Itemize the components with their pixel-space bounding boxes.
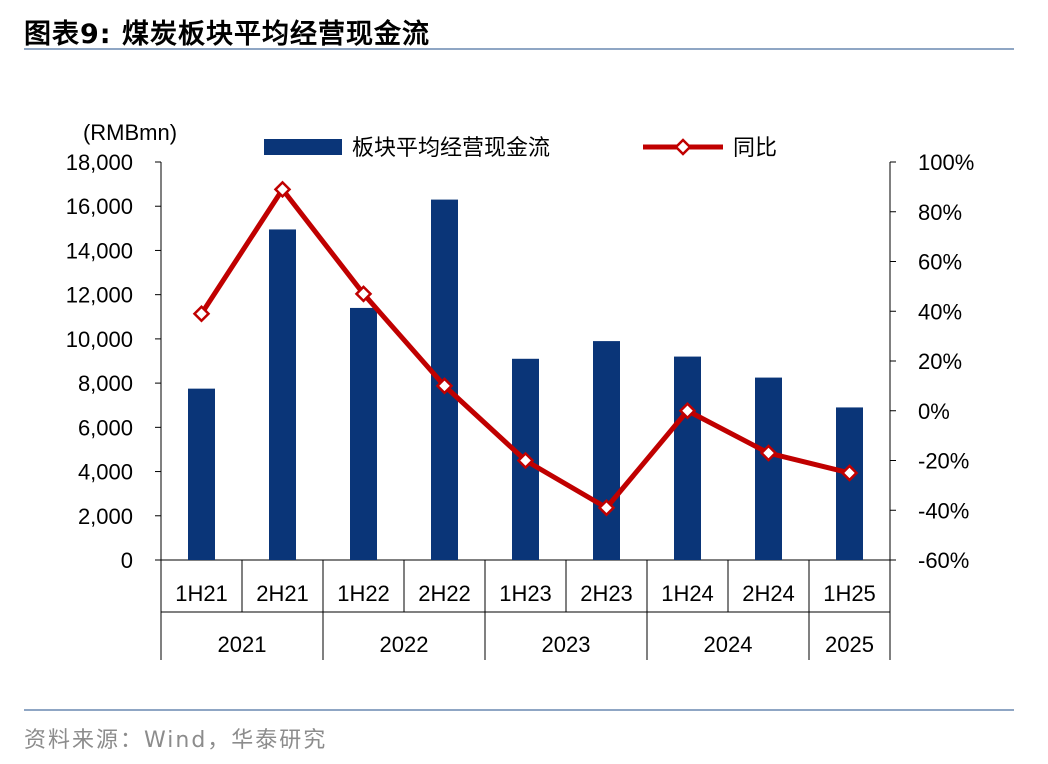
bar — [755, 377, 782, 560]
legend-bar-label: 板块平均经营现金流 — [352, 135, 550, 160]
yoy-marker — [516, 451, 535, 470]
top-rule — [24, 48, 1014, 50]
yoy-marker — [840, 464, 859, 482]
y-left-tick-label: 4,000 — [78, 460, 133, 485]
x-tick-label: 2H23 — [580, 581, 633, 606]
bar — [350, 307, 377, 560]
bar — [188, 388, 215, 560]
y-right-tick-label: 40% — [918, 299, 962, 324]
y-left-tick-label: 14,000 — [66, 238, 133, 263]
year-group-label: 2023 — [542, 632, 591, 657]
y-left-tick-label: 16,000 — [66, 194, 133, 219]
y-right-tick-label: 60% — [918, 250, 962, 275]
yoy-marker — [597, 498, 616, 517]
y-right-tick-label: 0% — [918, 399, 950, 424]
yoy-marker — [678, 401, 697, 420]
y-left-tick-label: 6,000 — [78, 415, 133, 440]
x-tick-label: 1H25 — [823, 581, 876, 606]
y-right-tick-label: 100% — [918, 150, 974, 175]
y-left-tick-label: 12,000 — [66, 283, 133, 308]
bar — [836, 407, 863, 560]
bar — [593, 341, 620, 560]
yoy-marker — [435, 377, 454, 395]
y-unit-label: (RMBmn) — [83, 120, 177, 145]
bottom-rule — [24, 709, 1014, 711]
x-tick-label: 1H22 — [337, 581, 390, 606]
x-tick-label: 1H23 — [499, 581, 552, 606]
yoy-marker — [759, 444, 778, 462]
legend-line-marker — [674, 138, 692, 156]
x-tick-label: 1H21 — [175, 581, 228, 606]
yoy-marker — [354, 285, 373, 303]
source-note: 资料来源：Wind，华泰研究 — [24, 728, 328, 753]
y-right-tick-label: 20% — [918, 349, 962, 374]
bar — [674, 356, 701, 560]
x-tick-label: 2H21 — [256, 581, 309, 606]
x-tick-label: 1H24 — [661, 581, 714, 606]
y-left-tick-label: 8,000 — [78, 371, 133, 396]
year-group-label: 2022 — [380, 632, 429, 657]
year-group-label: 2025 — [825, 632, 874, 657]
legend-line-label: 同比 — [733, 135, 777, 160]
legend-bar-swatch — [264, 139, 342, 155]
year-group-label: 2024 — [704, 632, 753, 657]
y-left-tick-label: 10,000 — [66, 327, 133, 352]
year-group-label: 2021 — [218, 632, 267, 657]
y-left-tick-label: 0 — [121, 548, 133, 573]
yoy-marker — [192, 304, 211, 323]
y-right-tick-label: -20% — [918, 449, 969, 474]
x-tick-label: 2H22 — [418, 581, 471, 606]
y-right-tick-label: -60% — [918, 548, 969, 573]
bar — [269, 229, 296, 560]
figure-title: 图表9: 煤炭板块平均经营现金流 — [24, 19, 430, 50]
y-left-tick-label: 2,000 — [78, 504, 133, 529]
y-right-tick-label: 80% — [918, 200, 962, 225]
yoy-marker — [273, 180, 292, 199]
x-tick-label: 2H24 — [742, 581, 795, 606]
y-left-tick-label: 18,000 — [66, 150, 133, 175]
y-right-tick-label: -40% — [918, 498, 969, 523]
